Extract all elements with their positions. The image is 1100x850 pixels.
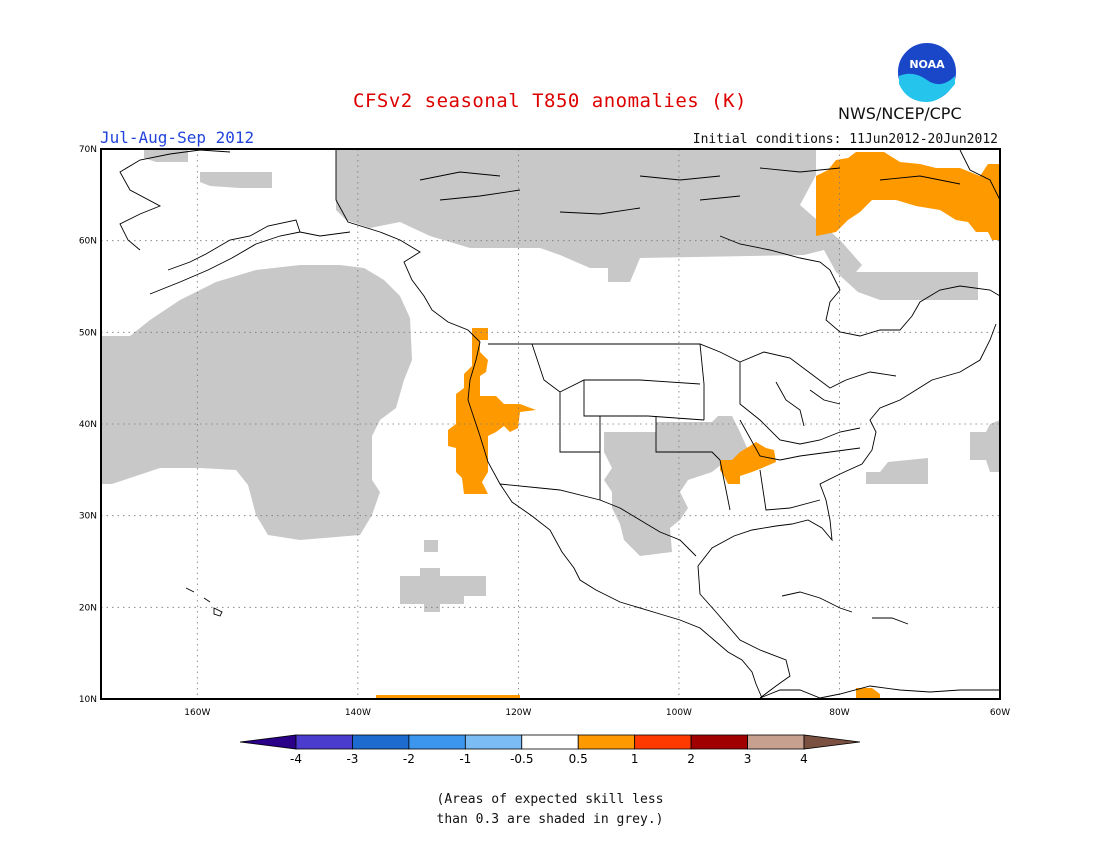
latitude-label: 30N: [79, 512, 97, 522]
coastline-hudson-bay: [719, 235, 1001, 337]
latitude-label: 50N: [79, 328, 97, 338]
colorbar-label: 1: [631, 752, 639, 766]
colorbar-box: [408, 734, 466, 750]
colorbar-label: 2: [687, 752, 695, 766]
warm-area-mississippi-valley: [720, 442, 776, 484]
latitude-label: 10N: [79, 695, 97, 705]
colorbar-boxes: [239, 734, 861, 750]
colorbar-label: 4: [800, 752, 808, 766]
colorbar-arrow-right: [803, 734, 861, 750]
coastline-gulf-east: [697, 323, 997, 699]
low-skill-areas: [101, 150, 1000, 612]
latitude-label: 60N: [79, 237, 97, 247]
colorbar-label: -1: [459, 752, 471, 766]
skill-note-line2: than 0.3 are shaded in grey.): [436, 812, 664, 827]
grey-area-small-pacific: [424, 540, 438, 552]
coastline-cuba: [781, 591, 909, 625]
border-us-mexico: [499, 483, 697, 557]
coastline-central-america: [759, 685, 1000, 699]
longitude-label: 120W: [505, 708, 531, 718]
longitude-label: 80W: [829, 708, 849, 718]
skill-note-line1: (Areas of expected skill less: [436, 792, 664, 807]
skill-note: (Areas of expected skill less than 0.3 a…: [0, 790, 1100, 830]
noaa-logo: NOAA: [896, 41, 958, 103]
coastline-greenland: [959, 149, 1001, 201]
coastline-great-lakes: [739, 351, 897, 427]
colorbar-label: -3: [346, 752, 358, 766]
chart-title: CFSv2 seasonal T850 anomalies (K): [353, 90, 747, 112]
colorbar-label: -4: [290, 752, 302, 766]
colorbar-box: [747, 734, 805, 750]
colorbar-labels: -4 -3 -2 -1 -0.5 0.5 1 2 3 4: [290, 752, 808, 766]
colorbar-box: [295, 734, 353, 750]
warm-area-us-west-coast: [448, 328, 536, 494]
warm-area-caribbean: [856, 688, 880, 699]
colorbar-label: 3: [744, 752, 752, 766]
longitude-labels: 160W 140W 120W 100W 80W 60W: [184, 708, 1010, 718]
colorbar-label: 0.5: [569, 752, 588, 766]
latitude-labels: 70N 60N 50N 40N 30N 20N 10N: [79, 145, 97, 705]
colorbar-label: -0.5: [510, 752, 533, 766]
colorbar-box: [464, 734, 523, 750]
colorbar-arrow-left: [239, 734, 297, 750]
initial-conditions: Initial conditions: 11Jun2012-20Jun2012: [692, 132, 998, 147]
grey-area-alaska-north: [200, 172, 272, 188]
border-us-canada: [488, 343, 741, 363]
noaa-logo-text: NOAA: [909, 58, 945, 71]
latitude-label: 40N: [79, 420, 97, 430]
latitude-label: 70N: [79, 145, 97, 155]
coastlines: [119, 149, 1001, 699]
grey-area-subtropical-pacific: [400, 568, 486, 612]
colorbar-box: [634, 734, 692, 750]
map-frame: [100, 148, 1001, 700]
grey-area-us-central: [604, 416, 748, 556]
colorbar-box: [690, 734, 748, 750]
grey-area-north-pacific: [101, 265, 412, 540]
colorbar-box: [521, 734, 579, 750]
longitude-label: 160W: [184, 708, 210, 718]
latitude-label: 20N: [79, 603, 97, 613]
warm-area-hudson-bay: [816, 152, 1000, 240]
colorbar-box: [352, 734, 410, 750]
grey-area-arctic: [336, 150, 978, 300]
agency-label: NWS/NCEP/CPC: [838, 104, 962, 123]
longitude-label: 100W: [666, 708, 692, 718]
grey-area-atlantic: [866, 458, 928, 484]
graticule: [101, 149, 1000, 699]
colorbar-box: [577, 734, 636, 750]
coastline-arctic-islands: [419, 167, 961, 215]
coastline-hawaii: [185, 587, 223, 617]
coastline-alaska-peninsula: [119, 149, 351, 295]
colorbar-label: -2: [403, 752, 415, 766]
forecast-period: Jul-Aug-Sep 2012: [100, 128, 255, 147]
warm-anomaly-areas: [376, 152, 1000, 699]
coastline-alaska: [335, 150, 763, 699]
longitude-label: 140W: [345, 708, 371, 718]
anomaly-map: 70N 60N 50N 40N 30N 20N 10N 160W 140W 120W 100W 80…: [79, 145, 1010, 718]
longitude-label: 60W: [990, 708, 1010, 718]
state-lines: [531, 343, 861, 511]
grey-area-atlantic-east: [970, 420, 1000, 472]
